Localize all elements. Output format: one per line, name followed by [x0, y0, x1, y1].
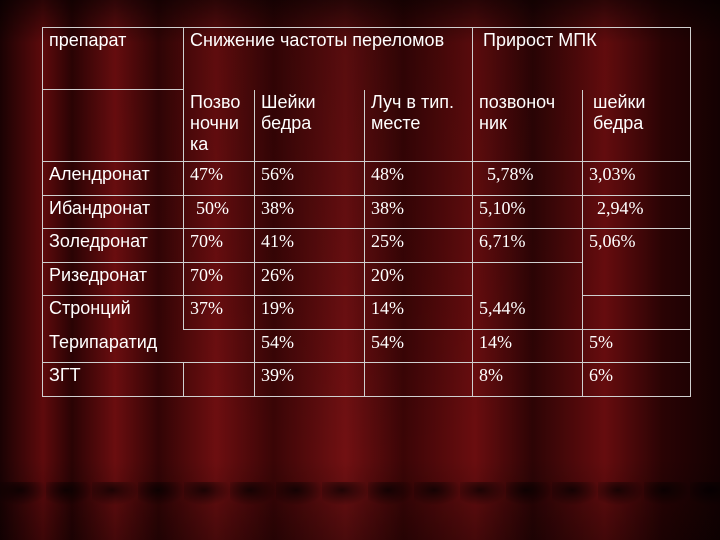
row-drug-name: Ризедронат	[42, 261, 184, 297]
table-row: Ибандронат 50% 38% 38% 5,10% 2,94%	[42, 194, 692, 230]
cell-hip: 41%	[254, 228, 365, 263]
cell-bmd-spine: 8%	[472, 362, 584, 397]
header-bmd-gain: Прирост МПК	[472, 27, 692, 90]
cell-hip: 38%	[254, 194, 365, 230]
cell-vertebral: 47%	[183, 161, 255, 196]
cell-radius: 14%	[363, 295, 474, 330]
cell-radius: 38%	[363, 194, 474, 230]
cell-vertebral	[183, 362, 255, 397]
subheader-empty	[42, 89, 184, 162]
row-drug-name: Золедронат	[42, 228, 184, 263]
cell-bmd-hip: 6%	[582, 362, 692, 397]
row-drug-name: Ибандронат	[42, 194, 184, 230]
cell-bmd-spine	[472, 261, 584, 296]
subheader-bmd-hip: шейки бедра	[582, 89, 692, 162]
cell-bmd-hip: 5,06%	[582, 228, 692, 263]
subheader-vertebral: Позво ночни ка	[183, 89, 255, 162]
table-row: Стронций 37% 19% 14% 5,44%	[42, 295, 692, 330]
cell-radius	[363, 362, 474, 397]
cell-hip: 19%	[254, 295, 365, 330]
cell-hip: 39%	[254, 362, 365, 397]
cell-vertebral: 70%	[183, 228, 255, 263]
table-row: Алендронат 47% 56% 48% 5,78% 3,03%	[42, 161, 692, 196]
cell-bmd-hip: 2,94%	[582, 194, 692, 230]
cell-radius: 20%	[363, 261, 474, 297]
table-row: Золедронат 70% 41% 25% 6,71% 5,06%	[42, 228, 692, 263]
cell-radius: 54%	[363, 328, 474, 364]
cell-vertebral: 50%	[183, 194, 255, 230]
row-drug-name: Стронций	[42, 295, 184, 330]
cell-vertebral: 70%	[183, 261, 255, 297]
cell-bmd-spine: 5,78%	[472, 161, 584, 196]
row-drug-name: Алендронат	[42, 161, 184, 196]
cell-vertebral: 37%	[183, 295, 255, 330]
cell-hip: 26%	[254, 261, 365, 297]
cell-bmd-spine: 14%	[472, 328, 584, 364]
row-drug-name: ЗГТ	[42, 362, 184, 397]
table-header-row: препарат Снижение частоты переломов Прир…	[42, 27, 692, 90]
table-row: Терипаратид 54% 54% 14% 5%	[42, 328, 692, 364]
subheader-radius: Луч в тип. месте	[363, 89, 474, 162]
cell-bmd-hip: 5%	[582, 328, 692, 364]
table-row: Ризедронат 70% 26% 20%	[42, 261, 692, 297]
table-row: ЗГТ 39% 8% 6%	[42, 362, 692, 397]
curtain-hem	[0, 482, 720, 540]
cell-bmd-spine: 6,71%	[472, 228, 584, 263]
cell-bmd-hip: 3,03%	[582, 161, 692, 196]
cell-hip: 56%	[254, 161, 365, 196]
header-drug: препарат	[42, 27, 184, 90]
cell-radius: 25%	[363, 228, 474, 263]
table-subheader-row: Позво ночни ка Шейки бедра Луч в тип. ме…	[42, 89, 692, 162]
cell-bmd-spine: 5,44%	[472, 295, 584, 330]
osteoporosis-drug-table: препарат Снижение частоты переломов Прир…	[42, 27, 692, 397]
cell-bmd-hip	[582, 262, 692, 297]
header-fracture-reduction: Снижение частоты переломов	[182, 27, 474, 90]
cell-hip: 54%	[254, 328, 365, 364]
cell-radius: 48%	[363, 161, 474, 196]
row-drug-name: Терипаратид	[42, 329, 255, 364]
cell-bmd-hip	[582, 295, 692, 330]
subheader-hip: Шейки бедра	[254, 89, 365, 162]
subheader-bmd-spine: позвоноч ник	[472, 89, 584, 162]
cell-bmd-spine: 5,10%	[472, 194, 584, 230]
